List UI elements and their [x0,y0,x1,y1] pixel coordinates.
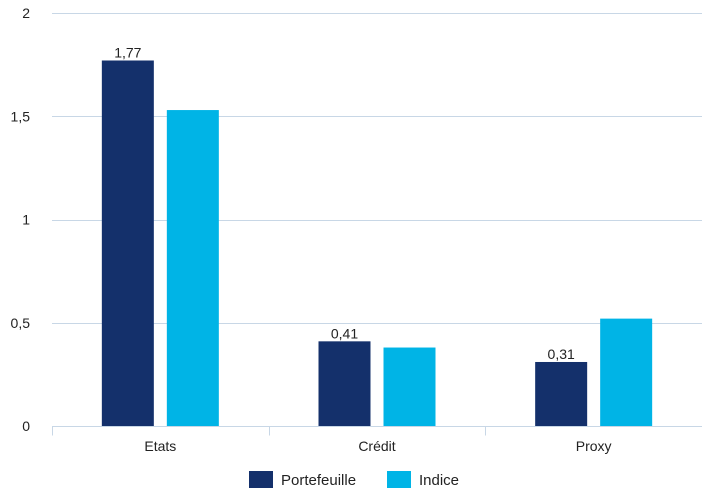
legend-label-portefeuille: Portefeuille [281,472,356,488]
x-axis-tick-labels: Etats Crédit Proxy [144,438,611,454]
bars [101,60,653,427]
data-label: 0,41 [331,325,358,341]
data-label: 1,77 [114,44,141,60]
bar-portefeuille-0 [101,60,154,427]
y-tick-label: 1,5 [11,108,31,124]
x-tick-label: Crédit [358,438,395,454]
legend-label-indice: Indice [419,472,459,488]
y-tick-label: 0,5 [11,315,31,331]
bar-indice-0 [166,110,219,427]
x-axis [52,426,702,436]
bar-portefeuille-2 [535,361,588,426]
y-tick-label: 1 [22,212,30,228]
bar-indice-1 [383,347,436,426]
x-tick-label: Etats [144,438,176,454]
legend: Portefeuille Indice [249,471,459,488]
y-tick-label: 2 [22,5,30,21]
y-axis-tick-labels: 0 0,5 1 1,5 2 [11,5,31,434]
bar-indice-2 [600,318,653,426]
x-tick-label: Proxy [576,438,612,454]
gridlines [52,13,702,324]
legend-swatch-portefeuille [249,471,273,488]
bar-portefeuille-1 [318,341,371,426]
y-tick-label: 0 [22,418,30,434]
legend-swatch-indice [387,471,411,488]
data-label: 0,31 [548,346,575,362]
data-labels: 1,77 0,41 0,31 [114,44,575,361]
